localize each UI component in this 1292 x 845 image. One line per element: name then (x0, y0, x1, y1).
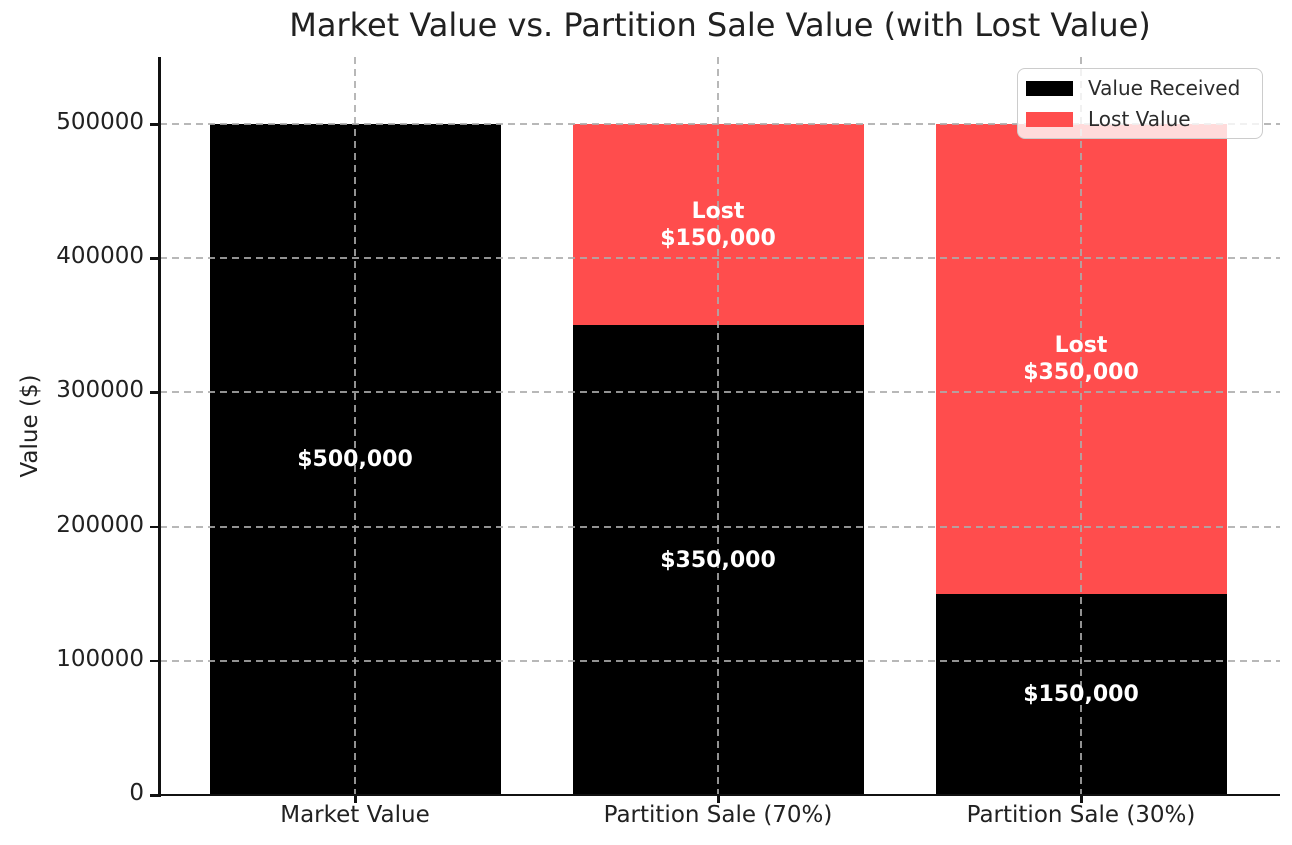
legend-label-lost-value: Lost Value (1088, 107, 1191, 131)
legend-swatch-value-received (1026, 80, 1073, 96)
y-axis-spine (158, 57, 161, 797)
legend: Value Received Lost Value (1017, 68, 1263, 139)
plot-area: $500,000 $350,000 Lost $150,000 $150,000 Los… (160, 57, 1280, 795)
x-tick-label-market-value: Market Value (280, 802, 430, 828)
y-tick-label-200000: 200000 (56, 511, 144, 538)
y-tick-label-100000: 100000 (56, 645, 144, 672)
x-axis-spine (158, 793, 1280, 796)
legend-label-value-received: Value Received (1088, 76, 1241, 100)
x-tick-label-partition-sale-70: Partition Sale (70%) (603, 802, 833, 828)
y-tick-400000 (150, 257, 160, 260)
y-tick-0 (150, 794, 160, 797)
chart-title: Market Value vs. Partition Sale Value (w… (289, 6, 1151, 44)
legend-entry-value-received: Value Received (1026, 76, 1252, 100)
y-tick-label-300000: 300000 (56, 377, 144, 404)
y-tick-label-400000: 400000 (56, 243, 144, 270)
bar-label-lost-value-partition-sale-30: Lost $350,000 (1023, 332, 1139, 385)
y-tick-label-0: 0 (129, 780, 144, 806)
legend-swatch-lost-value (1026, 111, 1073, 127)
y-tick-100000 (150, 659, 160, 663)
legend-entry-lost-value: Lost Value (1026, 107, 1252, 131)
bar-label-value-received-partition-sale-70: $350,000 (660, 547, 776, 573)
x-tick-partition-sale-70 (717, 795, 720, 803)
y-tick-500000 (150, 123, 160, 126)
y-tick-300000 (150, 391, 160, 394)
x-tick-partition-sale-30 (1080, 795, 1083, 803)
x-tick-market-value (354, 795, 357, 803)
bar-label-lost-value-partition-sale-70: Lost $150,000 (660, 198, 776, 251)
bar-label-value-received-partition-sale-30: $150,000 (1023, 681, 1139, 707)
x-tick-label-partition-sale-30: Partition Sale (30%) (966, 802, 1196, 828)
y-tick-label-500000: 500000 (56, 109, 144, 136)
y-tick-200000 (150, 525, 160, 529)
bar-label-value-received-market-value: $500,000 (297, 447, 413, 473)
